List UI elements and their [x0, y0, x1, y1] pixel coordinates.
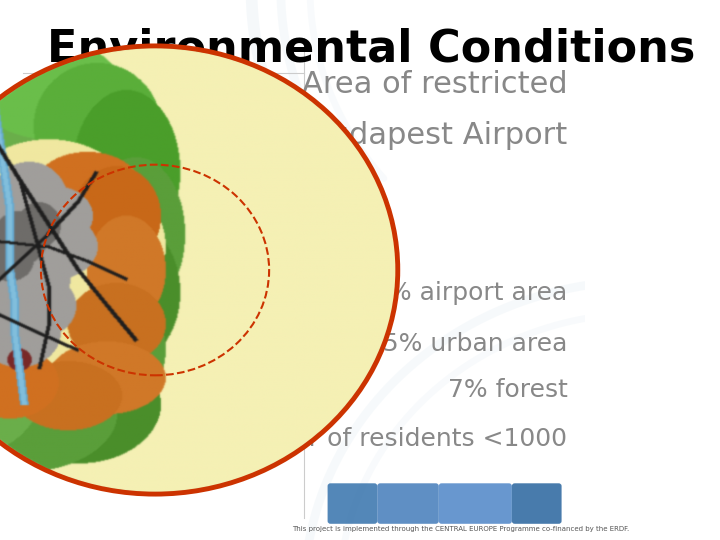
Text: Area of restricted: Area of restricted [302, 70, 567, 99]
Text: 7% forest: 7% forest [448, 378, 567, 402]
Text: Total number of residents <1000: Total number of residents <1000 [156, 427, 567, 450]
FancyBboxPatch shape [328, 483, 377, 524]
Text: use of Budapest Airport: use of Budapest Airport [206, 122, 567, 151]
Text: Environmental Conditions: Environmental Conditions [47, 27, 696, 70]
FancyBboxPatch shape [512, 483, 562, 524]
Text: This project is implemented through the CENTRAL EUROPE Programme co-financed by : This project is implemented through the … [292, 526, 630, 532]
FancyBboxPatch shape [438, 483, 512, 524]
Text: 15% urban area: 15% urban area [367, 332, 567, 356]
Text: 78% airport area: 78% airport area [356, 281, 567, 305]
FancyBboxPatch shape [377, 483, 438, 524]
